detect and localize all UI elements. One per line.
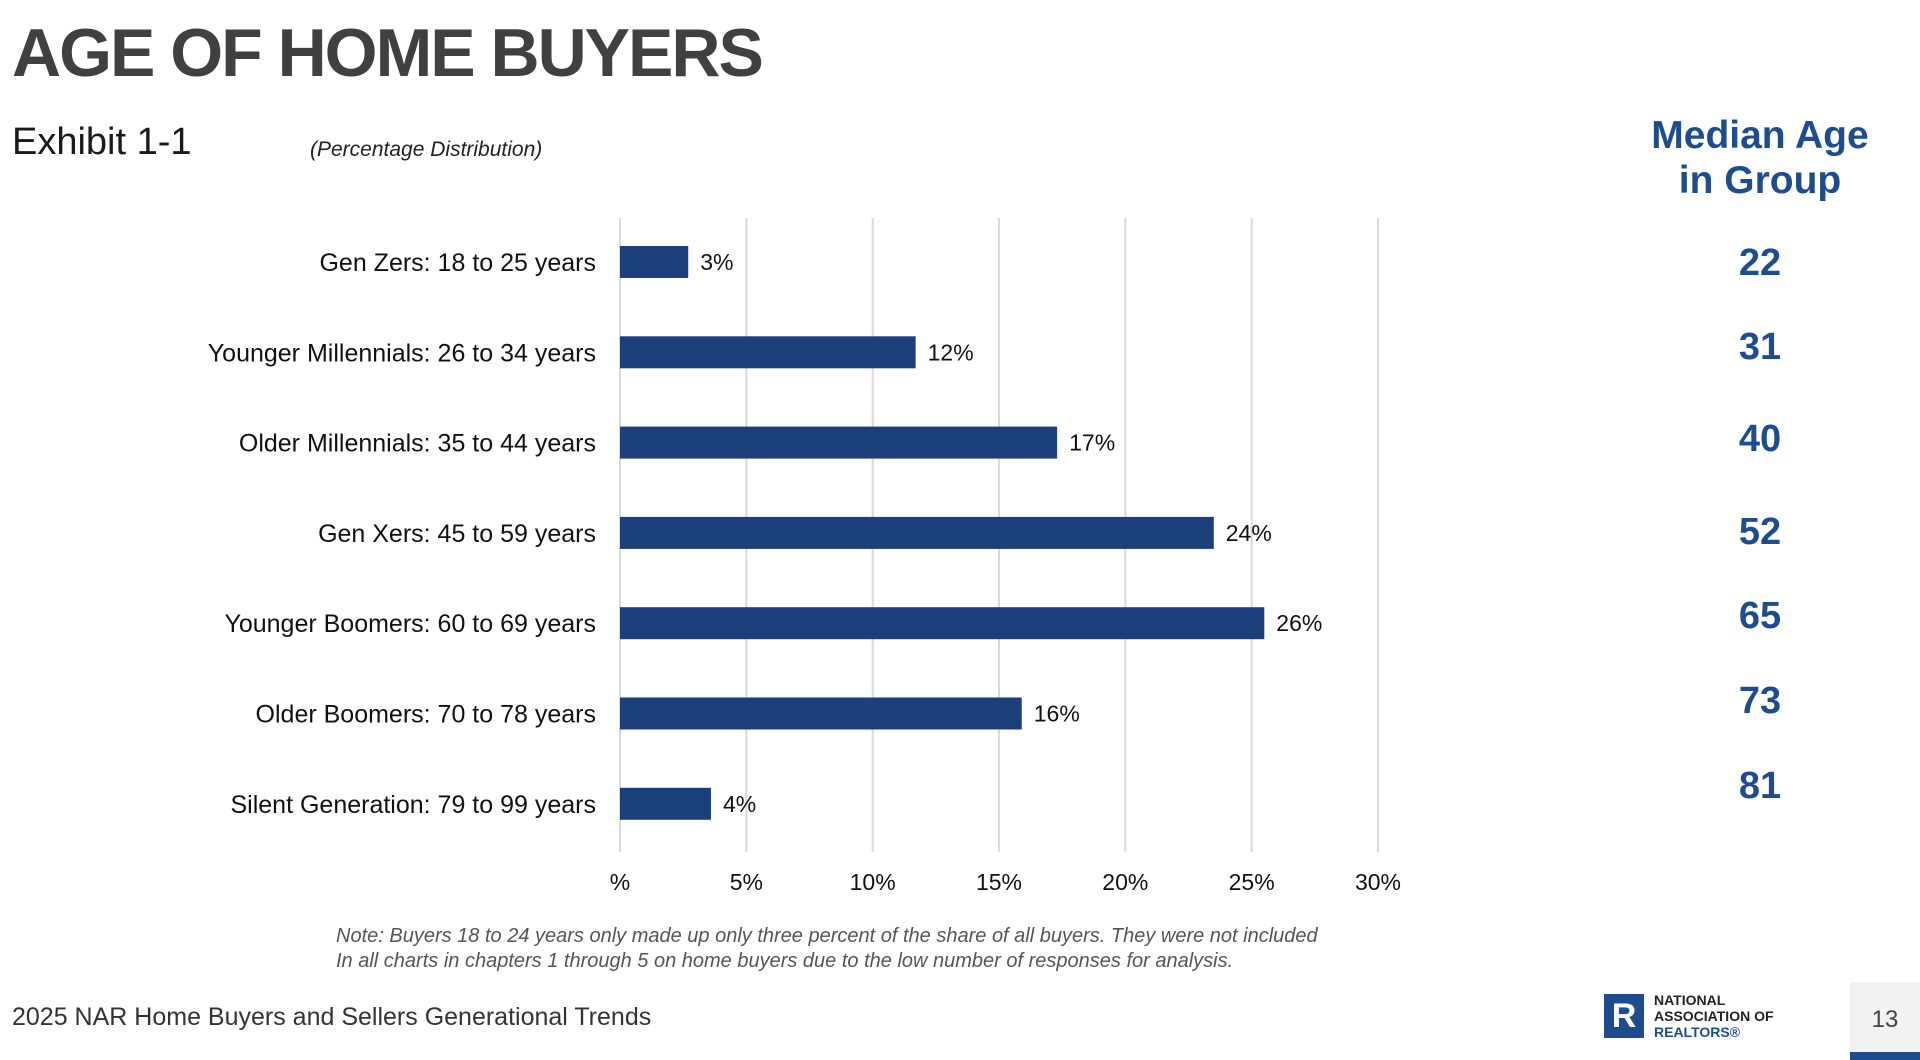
note-line-1: Note: Buyers 18 to 24 years only made up…: [336, 925, 1318, 947]
note-line-2: In all charts in chapters 1 through 5 on…: [336, 950, 1234, 972]
realtor-r-icon: R: [1604, 994, 1644, 1038]
logo-line-2: ASSOCIATION OF: [1654, 1008, 1774, 1024]
median-age-value: 22: [1738, 242, 1782, 284]
x-tick-label: 25%: [1229, 869, 1275, 895]
page-number-accent-bar: [1850, 1052, 1920, 1060]
logo-line-3: REALTORS®: [1654, 1024, 1741, 1040]
x-tick-label: 15%: [976, 869, 1022, 895]
category-label: Older Boomers: 70 to 78 years: [256, 701, 596, 729]
median-age-value: 52: [1738, 511, 1782, 553]
data-label: 12%: [928, 339, 974, 365]
page-number: 13: [1871, 1006, 1899, 1033]
data-label: 3%: [700, 249, 733, 275]
median-age-value: 31: [1738, 326, 1782, 368]
x-tick-label: 30%: [1355, 869, 1401, 895]
bar: [620, 607, 1265, 640]
bar: [620, 697, 1022, 730]
logo-line-1: NATIONAL: [1654, 992, 1726, 1008]
x-tick-label: 5%: [730, 869, 763, 895]
x-tick-label: 10%: [850, 869, 896, 895]
bar: [620, 336, 916, 369]
x-tick-label: 20%: [1102, 869, 1148, 895]
category-label: Silent Generation: 79 to 99 years: [230, 791, 596, 819]
bar: [620, 246, 689, 278]
median-age-value: 65: [1738, 595, 1782, 637]
bar: [620, 787, 711, 820]
category-label: Younger Millennials: 26 to 34 years: [208, 339, 596, 367]
data-label: 24%: [1226, 520, 1272, 546]
median-age-value: 73: [1738, 680, 1782, 722]
median-age-column: 22 31 40 52 65 73 81: [1620, 0, 1900, 900]
chart-subtitle: (Percentage Distribution): [310, 138, 543, 161]
data-label: 17%: [1069, 430, 1115, 456]
bar: [620, 426, 1058, 459]
median-age-value: 40: [1738, 418, 1782, 460]
data-label: 26%: [1276, 610, 1322, 636]
median-age-header-line2: in Group: [1678, 159, 1842, 202]
median-age-header: Median Age in Group: [1620, 113, 1900, 203]
category-label: Gen Zers: 18 to 25 years: [319, 249, 596, 277]
median-age-value: 81: [1738, 765, 1782, 807]
median-age-header-line1: Median Age: [1651, 114, 1869, 157]
nar-logo: R NATIONAL ASSOCIATION OF REALTORS®: [1604, 992, 1804, 1042]
bar: [620, 516, 1214, 549]
data-label: 4%: [723, 791, 756, 817]
data-label: 16%: [1034, 701, 1080, 727]
page-title: AGE OF HOME BUYERS: [12, 15, 764, 91]
bar-chart: % 5% 10% 15% 20% 25% 30% Gen Zers: 18 to 25 yea…: [208, 218, 1401, 895]
page-number-box: 13: [1850, 982, 1920, 1060]
footer-report-title: 2025 NAR Home Buyers and Sellers Generat…: [12, 1003, 652, 1031]
category-label: Older Millennials: 35 to 44 years: [239, 430, 596, 458]
category-label: Younger Boomers: 60 to 69 years: [224, 610, 596, 638]
exhibit-label: Exhibit 1-1: [12, 121, 192, 163]
category-label: Gen Xers: 45 to 59 years: [318, 520, 596, 548]
chart-note: Note: Buyers 18 to 24 years only made up…: [336, 924, 1536, 974]
x-tick-label: %: [610, 869, 630, 895]
logo-text: NATIONAL ASSOCIATION OF REALTORS®: [1654, 992, 1774, 1040]
